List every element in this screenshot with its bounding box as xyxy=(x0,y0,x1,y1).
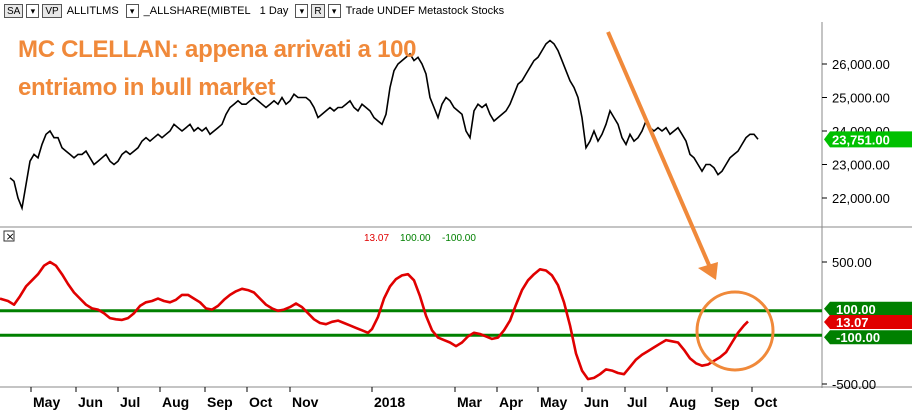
mode-button[interactable]: R xyxy=(311,4,325,18)
osc-close-box xyxy=(3,230,15,242)
time-label: Aug xyxy=(669,394,696,410)
symbol-label[interactable]: ALLITLMS xyxy=(66,5,119,17)
annotation-arrow-head xyxy=(698,262,718,280)
current-price-badge xyxy=(824,131,912,148)
time-label: Apr xyxy=(499,394,524,410)
osc-tick-label: -500.00 xyxy=(832,377,876,392)
time-label: Mar xyxy=(457,394,482,410)
time-label: May xyxy=(33,394,60,410)
annotation-circle xyxy=(695,290,775,372)
time-label: 2018 xyxy=(374,394,405,410)
osc-legend-2: -100.00 xyxy=(442,233,476,244)
price-tick-label: 23,000.00 xyxy=(832,158,890,173)
osc-upper-badge xyxy=(824,301,912,316)
symbol-mode-dropdown-icon[interactable]: ▾ xyxy=(26,4,40,18)
price-tick-label: 22,000.00 xyxy=(832,191,890,206)
time-label: Aug xyxy=(162,394,189,410)
period-label[interactable]: 1 Day xyxy=(259,5,289,17)
osc-current-badge xyxy=(824,315,912,329)
time-label: Jul xyxy=(627,394,647,410)
price-series-line xyxy=(9,39,759,212)
osc-legend-0: 13.07 xyxy=(364,233,389,244)
series-dropdown-icon[interactable]: ▾ xyxy=(125,4,139,18)
price-tick-label: 26,000.00 xyxy=(832,57,890,72)
price-tick-label: 25,000.00 xyxy=(832,91,890,106)
time-label: Jun xyxy=(584,394,609,410)
toolbar: SA ▾ VP ALLITLMS ▾ _ALLSHARE(MIBTEL 1 Da… xyxy=(0,0,912,22)
current-price-label: 23,751.00 xyxy=(832,132,890,147)
osc-current-label: 13.07 xyxy=(836,315,869,330)
data-source-info: Trade UNDEF Metastock Stocks xyxy=(345,5,505,17)
time-label: Jun xyxy=(78,394,103,410)
osc-lower-label: -100.00 xyxy=(836,330,880,345)
mode-dropdown-icon[interactable]: ▾ xyxy=(327,4,341,18)
time-label: Sep xyxy=(714,394,740,410)
time-label: Sep xyxy=(207,394,233,410)
annotation-line-2: entriamo in bull market xyxy=(18,74,276,101)
time-label: Jul xyxy=(120,394,140,410)
osc-legend-1: 100.00 xyxy=(400,233,431,244)
symbol-mode-button[interactable]: SA xyxy=(4,4,24,18)
vp-button[interactable]: VP xyxy=(42,4,62,18)
osc-upper-label: 100.00 xyxy=(836,302,876,317)
time-label: Oct xyxy=(249,394,273,410)
osc-tick-label: 500.00 xyxy=(832,255,872,270)
series-label[interactable]: _ALLSHARE(MIBTEL xyxy=(143,5,251,17)
osc-lower-badge xyxy=(824,330,912,345)
time-label: Nov xyxy=(292,394,319,410)
time-label: Oct xyxy=(754,394,778,410)
mcclellan-oscillator-line xyxy=(0,260,749,381)
annotation-line-1: MC CLELLAN: appena arrivati a 100 xyxy=(18,36,417,63)
period-dropdown-icon[interactable]: ▾ xyxy=(295,4,309,18)
annotation-arrow-shaft xyxy=(606,31,714,273)
time-label: May xyxy=(540,394,567,410)
close-icon: × xyxy=(6,230,15,243)
